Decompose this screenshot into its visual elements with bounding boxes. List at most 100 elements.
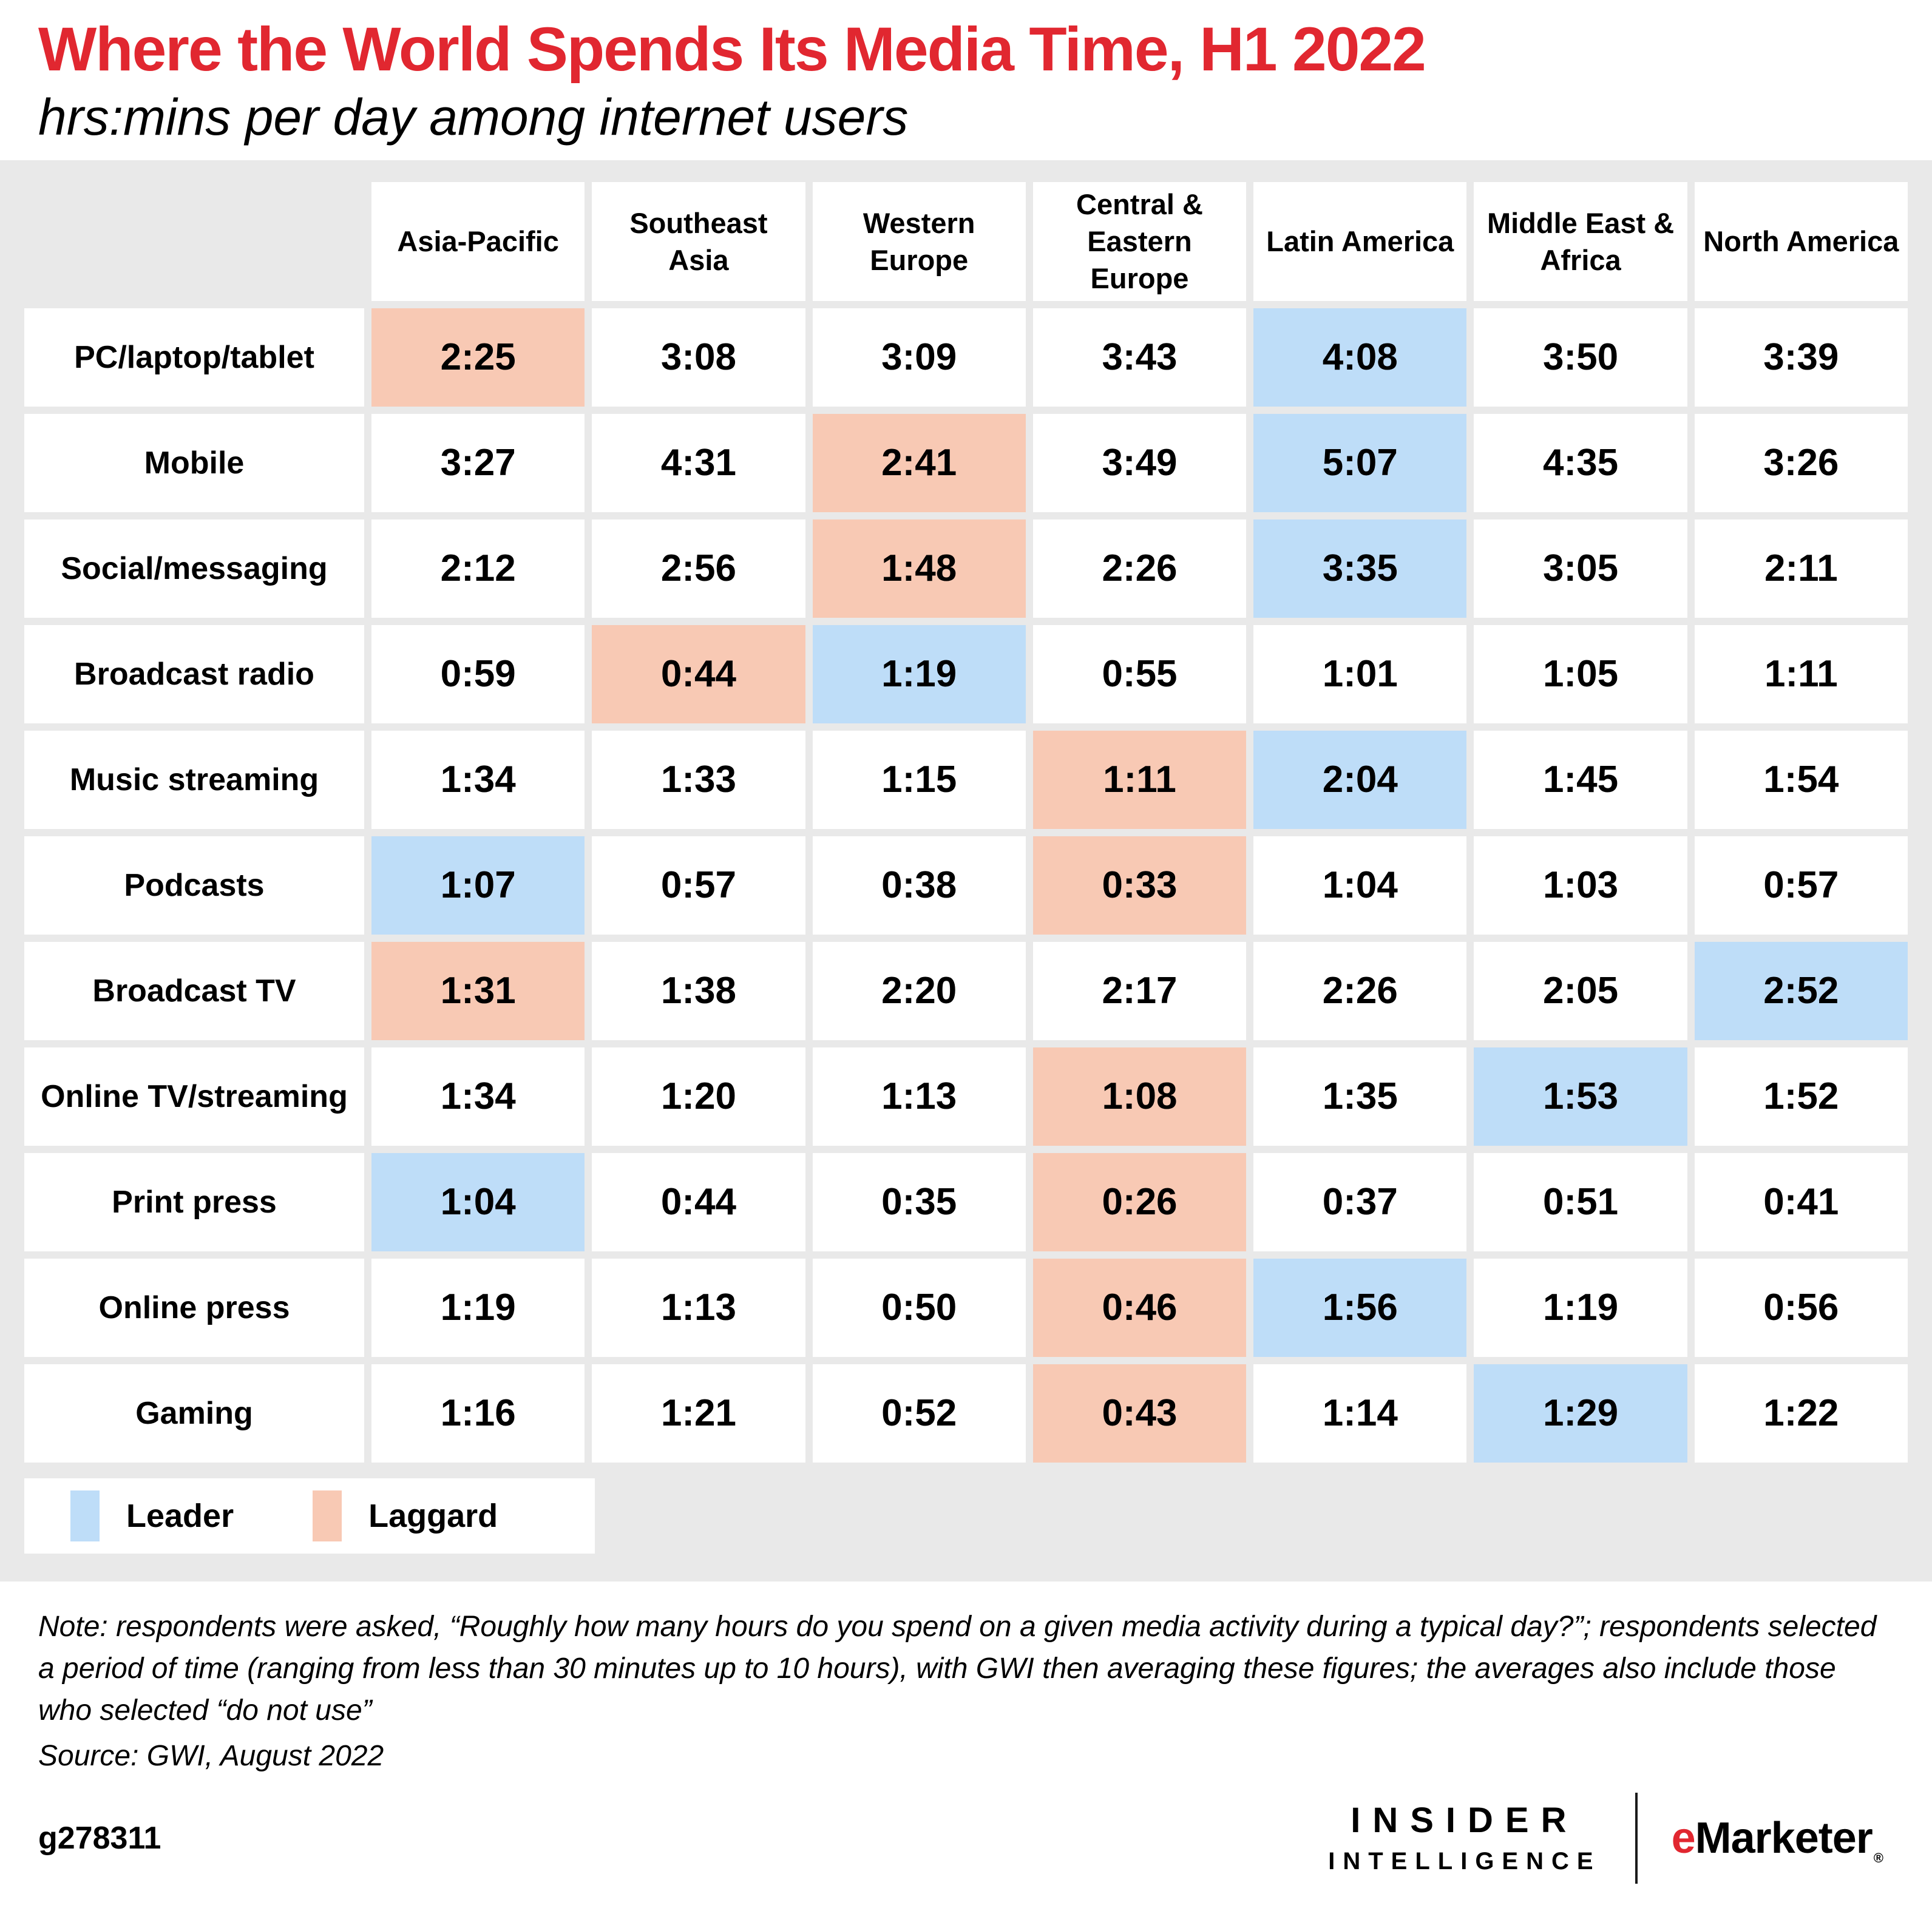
table-cell: 3:26 — [1694, 413, 1908, 512]
table-cell: 2:11 — [1694, 519, 1908, 618]
table-cell: 3:50 — [1474, 308, 1687, 407]
table-cell: 0:44 — [592, 624, 805, 723]
table-cell: 3:43 — [1032, 308, 1247, 407]
table-cell: 1:15 — [812, 730, 1026, 829]
row-label: Broadcast radio — [24, 624, 364, 723]
leader-label: Leader — [126, 1497, 234, 1534]
legend: Leader Laggard — [24, 1478, 595, 1554]
region-column-header: Western Europe — [812, 181, 1026, 301]
registered-trademark-icon: ® — [1873, 1850, 1883, 1866]
table-cell: 3:35 — [1253, 519, 1467, 618]
table-cell: 1:31 — [371, 941, 585, 1040]
table-cell: 0:59 — [371, 624, 585, 723]
table-cell: 2:56 — [592, 519, 805, 618]
table-cell: 1:21 — [592, 1364, 805, 1463]
table-cell: 2:41 — [812, 413, 1026, 512]
page-title: Where the World Spends Its Media Time, H… — [38, 15, 1426, 84]
insider-intelligence-logo: INSIDER INTELLIGENCE — [1328, 1803, 1601, 1875]
table-cell: 2:05 — [1474, 941, 1687, 1040]
table-cell: 2:52 — [1694, 941, 1908, 1040]
table-cell: 1:38 — [592, 941, 805, 1040]
table-cell: 1:53 — [1474, 1047, 1687, 1146]
region-column-header: Southeast Asia — [592, 181, 805, 301]
table-cell: 0:46 — [1032, 1258, 1247, 1357]
table-cell: 3:49 — [1032, 413, 1247, 512]
leader-swatch — [70, 1490, 100, 1541]
table-cell: 1:45 — [1474, 730, 1687, 829]
table-cell: 1:35 — [1253, 1047, 1467, 1146]
row-label: Gaming — [24, 1364, 364, 1463]
region-column-header: Central & Eastern Europe — [1032, 181, 1247, 301]
table-cell: 0:26 — [1032, 1152, 1247, 1251]
table-cell: 1:05 — [1474, 624, 1687, 723]
laggard-swatch — [313, 1490, 342, 1541]
table-cell: 0:38 — [812, 836, 1026, 935]
table-cell: 2:26 — [1253, 941, 1467, 1040]
table-cell: 1:22 — [1694, 1364, 1908, 1463]
table-cell: 1:01 — [1253, 624, 1467, 723]
insider-logo-line2: INTELLIGENCE — [1328, 1848, 1601, 1875]
table-cell: 0:57 — [1694, 836, 1908, 935]
table-cell: 1:16 — [371, 1364, 585, 1463]
table-cell: 3:27 — [371, 413, 585, 512]
table-cell: 0:35 — [812, 1152, 1026, 1251]
table-cell: 2:04 — [1253, 730, 1467, 829]
note-text: Note: respondents were asked, “Roughly h… — [38, 1610, 1877, 1727]
row-label: Mobile — [24, 413, 364, 512]
table-cell: 0:57 — [592, 836, 805, 935]
table-cell: 1:48 — [812, 519, 1026, 618]
footer: Note: respondents were asked, “Roughly h… — [0, 1581, 1932, 1908]
row-label: Online press — [24, 1258, 364, 1357]
title-block: Where the World Spends Its Media Time, H… — [0, 0, 1932, 160]
footer-bottom: g278311 INSIDER INTELLIGENCE eMarketer® — [38, 1793, 1894, 1884]
chart-id: g278311 — [38, 1821, 161, 1856]
table-cell: 1:11 — [1694, 624, 1908, 723]
laggard-label: Laggard — [368, 1497, 498, 1534]
table-cell: 1:33 — [592, 730, 805, 829]
table-cell: 0:56 — [1694, 1258, 1908, 1357]
emarketer-logo: eMarketer® — [1672, 1813, 1883, 1866]
row-label: Social/messaging — [24, 519, 364, 618]
table-cell: 4:31 — [592, 413, 805, 512]
row-label: Online TV/streaming — [24, 1047, 364, 1146]
table-cell: 2:25 — [371, 308, 585, 407]
table-cell: 0:37 — [1253, 1152, 1467, 1251]
table-cell: 1:56 — [1253, 1258, 1467, 1357]
region-column-header: North America — [1694, 181, 1908, 301]
table-cell: 2:12 — [371, 519, 585, 618]
table-cell: 3:09 — [812, 308, 1026, 407]
row-label: Broadcast TV — [24, 941, 364, 1040]
table-cell: 0:44 — [592, 1152, 805, 1251]
region-column-header: Asia-Pacific — [371, 181, 585, 301]
table-cell: 1:13 — [812, 1047, 1026, 1146]
table-cell: 0:50 — [812, 1258, 1026, 1357]
region-column-header: Latin America — [1253, 181, 1467, 301]
source-text: Source: GWI, August 2022 — [38, 1740, 384, 1773]
table-corner-cell — [24, 182, 364, 301]
table-cell: 1:07 — [371, 836, 585, 935]
table-cell: 0:33 — [1032, 836, 1247, 935]
table-cell: 1:19 — [371, 1258, 585, 1357]
table-cell: 1:19 — [1474, 1258, 1687, 1357]
brand-logos: INSIDER INTELLIGENCE eMarketer® — [1328, 1793, 1883, 1884]
table-cell: 1:03 — [1474, 836, 1687, 935]
table-cell: 3:08 — [592, 308, 805, 407]
table-cell: 0:43 — [1032, 1364, 1247, 1463]
row-label: Podcasts — [24, 836, 364, 935]
region-column-header: Middle East & Africa — [1474, 181, 1687, 301]
table-cell: 2:20 — [812, 941, 1026, 1040]
table-cell: 5:07 — [1253, 413, 1467, 512]
table-cell: 1:11 — [1032, 730, 1247, 829]
row-label: PC/laptop/tablet — [24, 308, 364, 407]
table-cell: 1:34 — [371, 730, 585, 829]
table-cell: 0:41 — [1694, 1152, 1908, 1251]
table-cell: 1:29 — [1474, 1364, 1687, 1463]
table-cell: 1:14 — [1253, 1364, 1467, 1463]
table-cell: 0:55 — [1032, 624, 1247, 723]
row-label: Print press — [24, 1152, 364, 1251]
table-cell: 1:13 — [592, 1258, 805, 1357]
table-cell: 1:20 — [592, 1047, 805, 1146]
table-cell: 4:35 — [1474, 413, 1687, 512]
table-cell: 1:04 — [1253, 836, 1467, 935]
emarketer-logo-rest: Marketer — [1695, 1814, 1873, 1863]
